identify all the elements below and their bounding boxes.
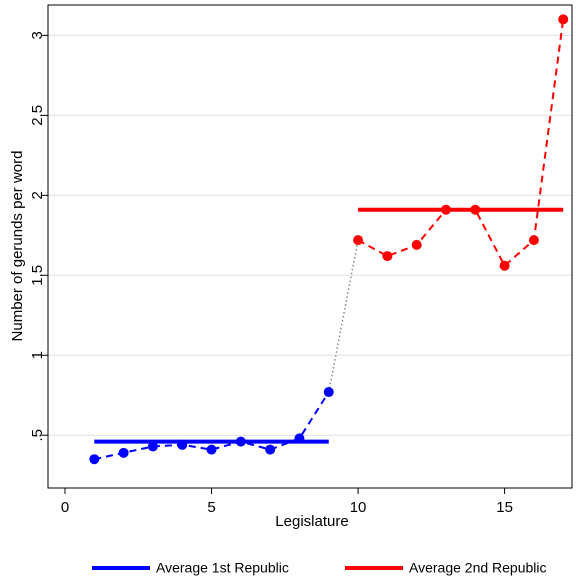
series-line xyxy=(94,391,330,461)
data-point xyxy=(499,260,510,271)
x-tick-label: 10 xyxy=(350,499,367,516)
y-tick-label: 1.5 xyxy=(29,265,46,286)
data-point xyxy=(89,454,100,465)
legend-label: Average 1st Republic xyxy=(156,560,289,576)
data-point xyxy=(558,14,569,25)
data-point xyxy=(265,444,276,455)
y-tick-label: 2.5 xyxy=(29,105,46,126)
y-tick-label: 2 xyxy=(29,191,46,199)
y-tick-label: 3 xyxy=(29,31,46,39)
y-axis-label: Number of gerunds per word xyxy=(9,151,26,342)
x-tick-label: 0 xyxy=(61,499,69,516)
data-point xyxy=(323,387,334,398)
y-tick-label: 1 xyxy=(29,351,46,359)
data-point xyxy=(382,251,393,262)
data-point xyxy=(411,239,422,250)
series-line xyxy=(357,19,565,268)
x-tick-label: 5 xyxy=(207,499,215,516)
legend-label: Average 2nd Republic xyxy=(409,560,547,576)
connector xyxy=(328,239,359,393)
data-point xyxy=(118,447,129,458)
data-point xyxy=(353,235,364,246)
data-point xyxy=(206,444,217,455)
data-point xyxy=(528,235,539,246)
y-tick-label: .5 xyxy=(29,429,46,442)
x-tick-label: 15 xyxy=(496,499,513,516)
plot-frame xyxy=(47,4,573,489)
data-point xyxy=(147,441,158,452)
x-axis-label: Legislature xyxy=(275,513,348,530)
